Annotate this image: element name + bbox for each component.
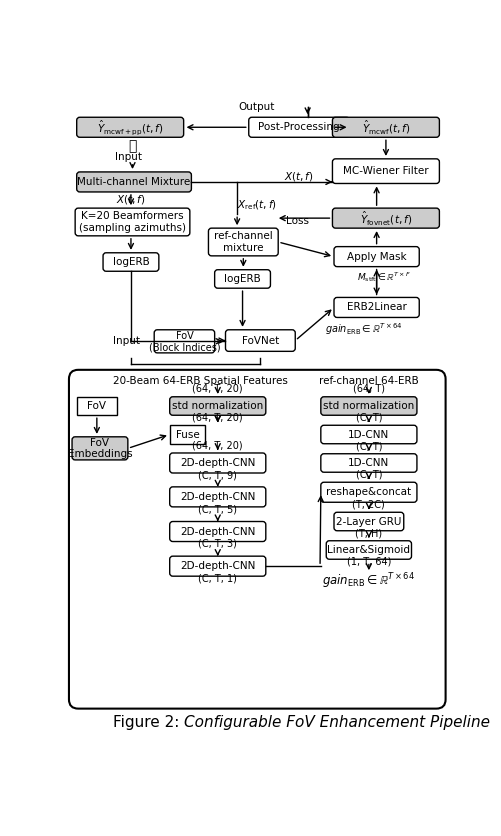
FancyBboxPatch shape — [208, 228, 278, 256]
Text: Fuse: Fuse — [175, 430, 199, 440]
Text: (C, T, 9): (C, T, 9) — [198, 471, 236, 481]
Text: logERB: logERB — [224, 274, 261, 284]
Text: $X(t,f)$: $X(t,f)$ — [116, 193, 145, 206]
FancyBboxPatch shape — [332, 159, 438, 183]
Text: std normalization: std normalization — [172, 401, 263, 411]
Text: (C, T): (C, T) — [355, 470, 381, 480]
Text: ERB2Linear: ERB2Linear — [346, 303, 406, 313]
Text: $X(t,f)$: $X(t,f)$ — [284, 170, 314, 183]
Text: $\hat{Y}_{\mathrm{fovnet}}(t,f)$: $\hat{Y}_{\mathrm{fovnet}}(t,f)$ — [359, 209, 411, 227]
FancyBboxPatch shape — [169, 522, 265, 542]
Text: (C, T): (C, T) — [355, 412, 381, 422]
Text: (64, T, 20): (64, T, 20) — [192, 412, 242, 422]
FancyBboxPatch shape — [320, 397, 416, 415]
Text: (C, T, 3): (C, T, 3) — [198, 539, 236, 549]
Text: (T, H): (T, H) — [355, 528, 382, 538]
Text: (1, T, 64): (1, T, 64) — [346, 557, 390, 567]
FancyBboxPatch shape — [169, 453, 265, 473]
FancyBboxPatch shape — [332, 117, 438, 137]
Text: (C, T, 1): (C, T, 1) — [198, 573, 236, 584]
Text: 2D-depth-CNN: 2D-depth-CNN — [180, 527, 255, 537]
FancyBboxPatch shape — [333, 512, 403, 531]
Text: 2D-depth-CNN: 2D-depth-CNN — [180, 458, 255, 468]
Text: $\mathit{gain}_{\mathrm{ERB}} \in \mathbb{R}^{T \times 64}$: $\mathit{gain}_{\mathrm{ERB}} \in \mathb… — [322, 571, 414, 590]
Text: (64, T, 20): (64, T, 20) — [192, 383, 242, 393]
FancyBboxPatch shape — [77, 117, 183, 137]
Text: Figure 2:: Figure 2: — [113, 715, 184, 730]
FancyBboxPatch shape — [169, 397, 265, 415]
Text: Multi-channel Mixture: Multi-channel Mixture — [77, 177, 190, 187]
Text: 2-Layer GRU: 2-Layer GRU — [336, 517, 401, 527]
Text: 1D-CNN: 1D-CNN — [348, 458, 389, 468]
Text: Input: Input — [115, 151, 142, 161]
Text: Loss: Loss — [286, 217, 309, 227]
FancyBboxPatch shape — [320, 454, 416, 472]
FancyBboxPatch shape — [225, 329, 295, 351]
Text: 🕶: 🕶 — [128, 140, 136, 154]
FancyBboxPatch shape — [154, 329, 214, 353]
Text: $\hat{Y}_{\mathrm{mcwf}}(t,f)$: $\hat{Y}_{\mathrm{mcwf}}(t,f)$ — [361, 119, 409, 136]
Text: ref-channel
mixture: ref-channel mixture — [213, 232, 272, 252]
FancyBboxPatch shape — [169, 556, 265, 576]
FancyBboxPatch shape — [332, 208, 438, 228]
Text: ref-channel 64-ERB: ref-channel 64-ERB — [318, 376, 418, 386]
FancyBboxPatch shape — [320, 482, 416, 502]
Text: K=20 Beamformers
(sampling azimuths): K=20 Beamformers (sampling azimuths) — [79, 212, 186, 232]
Text: Post-Processing: Post-Processing — [258, 122, 339, 132]
Text: FoV
Embeddings: FoV Embeddings — [68, 437, 132, 459]
Text: std normalization: std normalization — [323, 401, 414, 411]
Text: 1D-CNN: 1D-CNN — [348, 430, 389, 440]
Bar — [169, 426, 205, 444]
Text: $\hat{Y}_{\mathrm{mcwf+pp}}(t,f)$: $\hat{Y}_{\mathrm{mcwf+pp}}(t,f)$ — [97, 118, 163, 136]
Text: logERB: logERB — [112, 257, 149, 267]
FancyBboxPatch shape — [75, 208, 189, 236]
Text: 2D-depth-CNN: 2D-depth-CNN — [180, 561, 255, 571]
Text: $M_{\mathrm{stft}} \in \mathbb{R}^{T \times F}$: $M_{\mathrm{stft}} \in \mathbb{R}^{T \ti… — [357, 271, 410, 284]
FancyBboxPatch shape — [72, 436, 128, 460]
FancyBboxPatch shape — [214, 270, 270, 288]
Text: $X_{\mathrm{ref}}(t,f)$: $X_{\mathrm{ref}}(t,f)$ — [236, 198, 277, 212]
Text: Configurable FoV Enhancement Pipeline: Configurable FoV Enhancement Pipeline — [184, 715, 489, 730]
FancyBboxPatch shape — [169, 487, 265, 507]
Text: MC-Wiener Filter: MC-Wiener Filter — [342, 166, 428, 176]
Text: (C, T): (C, T) — [355, 441, 381, 451]
Text: Output: Output — [238, 102, 274, 112]
Text: 2D-depth-CNN: 2D-depth-CNN — [180, 492, 255, 502]
FancyBboxPatch shape — [248, 117, 349, 137]
Text: Linear&Sigmoid: Linear&Sigmoid — [327, 545, 409, 555]
Bar — [77, 397, 117, 415]
Text: (C, T, 5): (C, T, 5) — [198, 504, 237, 514]
Text: (64, T, 20): (64, T, 20) — [192, 441, 242, 451]
Text: (T, 2C): (T, 2C) — [352, 500, 384, 510]
Text: Input: Input — [113, 336, 140, 346]
Text: $\mathit{gain}_{\mathrm{ERB}} \in \mathbb{R}^{T \times 64}$: $\mathit{gain}_{\mathrm{ERB}} \in \mathb… — [324, 321, 401, 337]
Text: FoV: FoV — [87, 401, 106, 411]
FancyBboxPatch shape — [77, 172, 191, 192]
Text: FoVNet: FoVNet — [241, 335, 279, 345]
FancyBboxPatch shape — [320, 426, 416, 444]
FancyBboxPatch shape — [333, 247, 418, 267]
FancyBboxPatch shape — [103, 252, 158, 271]
FancyBboxPatch shape — [69, 370, 445, 709]
Text: 20-Beam 64-ERB Spatial Features: 20-Beam 64-ERB Spatial Features — [113, 376, 288, 386]
FancyBboxPatch shape — [333, 298, 418, 318]
FancyBboxPatch shape — [326, 541, 411, 559]
Text: (64, T): (64, T) — [352, 383, 384, 393]
Text: reshape&concat: reshape&concat — [326, 487, 411, 497]
Text: Apply Mask: Apply Mask — [346, 252, 406, 262]
Text: FoV
(Block Indices): FoV (Block Indices) — [148, 330, 220, 352]
